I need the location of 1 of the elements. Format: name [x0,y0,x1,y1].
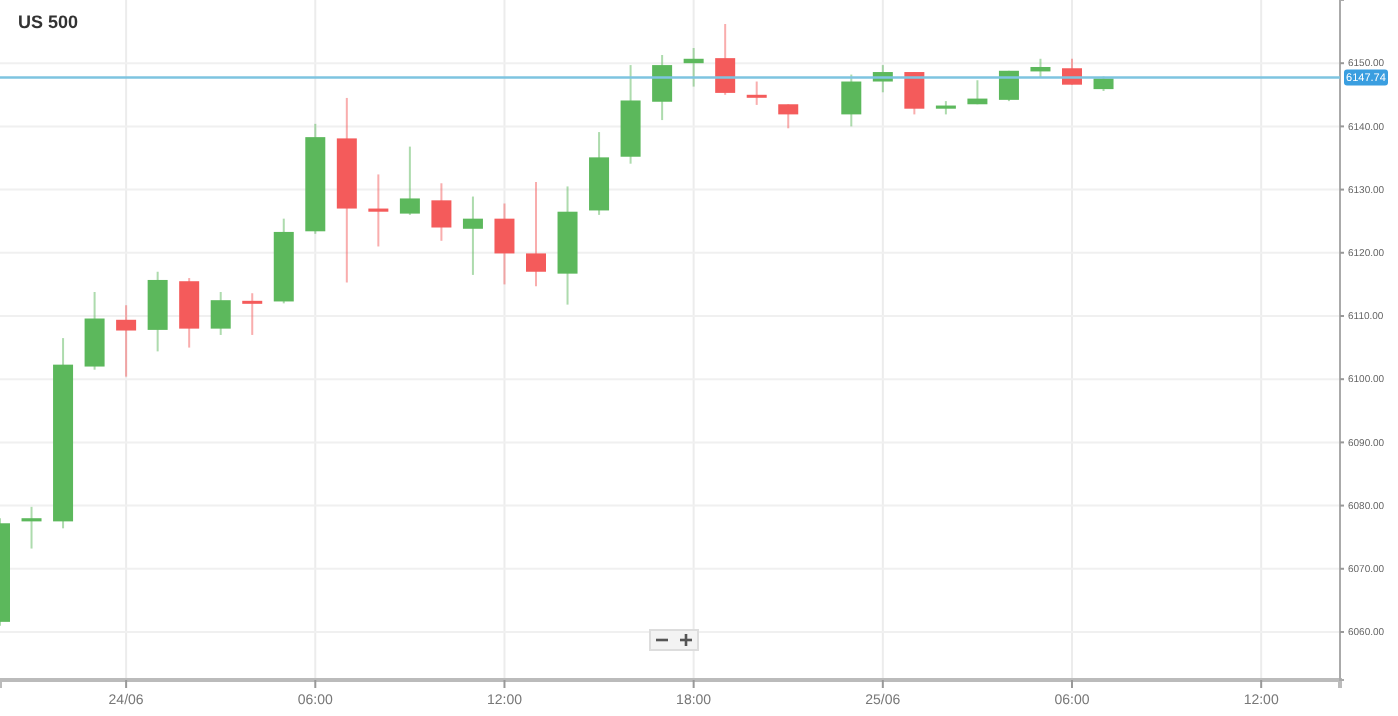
text: US 500 [18,12,79,32]
